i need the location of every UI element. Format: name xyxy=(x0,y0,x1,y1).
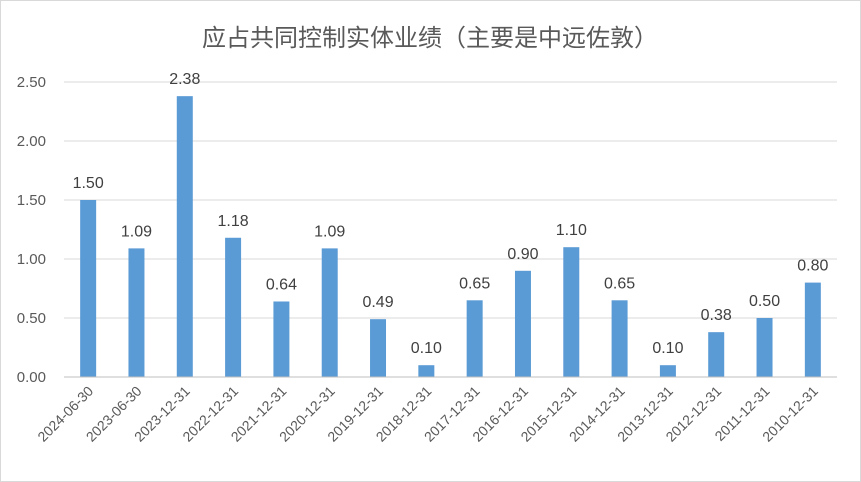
bar xyxy=(273,301,290,377)
data-label: 1.09 xyxy=(314,223,345,240)
data-label: 0.64 xyxy=(266,276,297,293)
bar xyxy=(611,300,628,377)
bar xyxy=(225,237,242,377)
y-tick-label: 2.00 xyxy=(17,133,46,150)
gridlines xyxy=(64,81,837,319)
bar xyxy=(176,96,193,377)
chart-title: 应占共同控制实体业绩（主要是中远佐敦） xyxy=(202,24,658,52)
y-tick-label: 0.00 xyxy=(17,369,46,386)
data-label: 1.18 xyxy=(218,213,249,230)
data-label: 0.90 xyxy=(507,246,538,263)
bars xyxy=(80,96,821,377)
data-label: 0.49 xyxy=(362,294,393,311)
x-axis-ticks: 2024-06-302023-06-302023-12-312022-12-31… xyxy=(34,383,821,445)
data-label: 0.65 xyxy=(604,275,635,292)
data-label: 0.38 xyxy=(701,307,732,324)
data-label: 2.38 xyxy=(169,71,200,88)
y-tick-label: 2.50 xyxy=(17,74,46,91)
bar xyxy=(466,300,483,377)
data-label: 0.10 xyxy=(652,340,683,357)
bar xyxy=(708,332,725,377)
bar xyxy=(370,319,387,377)
y-axis-ticks: 0.00 0.50 1.00 1.50 2.00 2.50 xyxy=(17,74,46,386)
bar xyxy=(756,318,773,377)
y-tick-label: 1.50 xyxy=(17,192,46,209)
data-label: 0.10 xyxy=(411,340,442,357)
bar xyxy=(418,365,435,377)
bar xyxy=(321,248,338,377)
bar xyxy=(80,200,97,377)
bar xyxy=(804,282,821,377)
bar xyxy=(563,247,580,377)
y-tick-label: 1.00 xyxy=(17,251,46,268)
data-label: 0.80 xyxy=(797,258,828,275)
bar xyxy=(128,248,145,377)
data-label: 1.50 xyxy=(73,175,104,192)
data-label: 1.09 xyxy=(121,223,152,240)
data-labels: 1.50 1.09 2.38 1.18 0.64 1.09 0.49 0.10 0.65 0.90… xyxy=(73,71,829,357)
data-label: 1.10 xyxy=(556,222,587,239)
data-label: 0.50 xyxy=(749,293,780,310)
bar xyxy=(659,365,676,377)
y-tick-label: 0.50 xyxy=(17,310,46,327)
data-label: 0.65 xyxy=(459,275,490,292)
bar xyxy=(514,270,531,377)
